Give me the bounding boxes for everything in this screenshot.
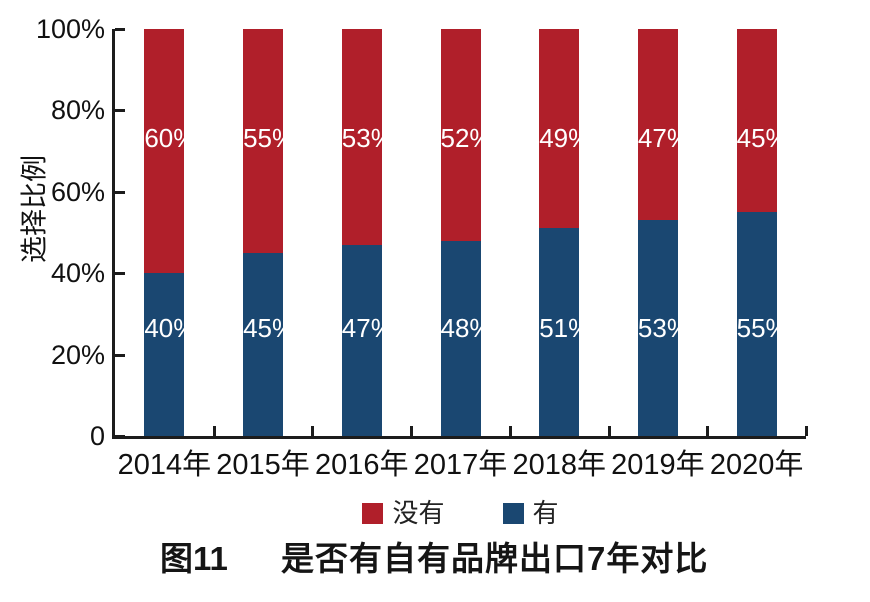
bar-label-有: 55% <box>736 313 789 343</box>
y-tick-label: 20% <box>50 339 105 370</box>
segment-没有 <box>144 29 185 274</box>
segment-有 <box>440 240 481 436</box>
plot-area: 60% 40% 55% 45% 53% 47% 52% 48% 49% 51% 47% 53% 45% 5… <box>112 28 808 439</box>
x-tick-label: 2020年 <box>709 449 804 481</box>
bar-2019年: 47% 53% <box>637 29 690 436</box>
bar-label-没有: 52% <box>440 123 493 153</box>
y-tick-mark <box>115 109 125 112</box>
segment-有 <box>144 273 185 436</box>
segment-有 <box>736 212 777 436</box>
bar-label-有: 45% <box>243 313 296 343</box>
bar-label-有: 53% <box>637 313 690 343</box>
y-tick-label: 100% <box>35 14 105 44</box>
bar-label-没有: 55% <box>243 123 296 153</box>
segment-没有 <box>243 29 284 253</box>
x-tick-label: 2016年 <box>315 449 409 481</box>
bar-label-没有: 53% <box>341 123 394 153</box>
segment-没有 <box>637 29 678 221</box>
bar-label-有: 40% <box>144 313 197 343</box>
figure-title: 是否有自有品牌出口7年对比 <box>281 540 709 577</box>
bar-2014年: 60% 40% <box>144 29 197 436</box>
y-tick-label: 40% <box>50 258 105 289</box>
x-tick-mark <box>805 426 808 436</box>
x-tick-label: 2017年 <box>413 449 508 481</box>
bar-label-没有: 49% <box>539 123 592 153</box>
bar-2018年: 49% 51% <box>539 29 592 436</box>
bar-2020年: 45% 55% <box>736 29 789 436</box>
bar-label-没有: 47% <box>637 123 690 153</box>
segment-有 <box>341 244 382 436</box>
segment-有 <box>243 252 284 436</box>
y-axis-line <box>112 29 115 439</box>
legend: 没有 有 <box>115 500 806 526</box>
x-tick-mark <box>509 426 512 436</box>
segment-没有 <box>341 29 382 245</box>
bar-label-没有: 60% <box>144 123 197 153</box>
y-tick-label: 60% <box>50 176 105 207</box>
segment-没有 <box>736 29 777 213</box>
x-tick-label: 2014年 <box>117 449 212 481</box>
bar-label-没有: 45% <box>736 123 789 153</box>
legend-item-没有: 没有 <box>362 498 445 528</box>
bar-label-有: 47% <box>341 313 394 343</box>
figure-number: 图11 <box>160 540 228 577</box>
legend-swatch-icon <box>502 502 524 524</box>
x-tick-label: 2019年 <box>611 449 705 481</box>
legend-label: 没有 <box>392 498 445 528</box>
x-tick-mark <box>410 426 413 436</box>
x-tick-mark <box>706 426 709 436</box>
x-tick-label: 2015年 <box>216 449 310 481</box>
legend-item-有: 有 <box>502 498 559 528</box>
y-tick-mark <box>115 28 125 31</box>
legend-swatch-icon <box>362 502 384 524</box>
x-tick-label: 2018年 <box>512 449 606 481</box>
bar-2016年: 53% 47% <box>341 29 394 436</box>
bar-2015年: 55% 45% <box>243 29 296 436</box>
segment-有 <box>637 220 678 436</box>
bar-2017年: 52% 48% <box>440 29 493 436</box>
x-axis-line <box>112 436 806 439</box>
x-tick-mark <box>213 426 216 436</box>
y-tick-label: 80% <box>50 95 105 126</box>
x-tick-mark <box>608 426 611 436</box>
legend-label: 有 <box>532 498 559 528</box>
bar-label-有: 51% <box>539 313 592 343</box>
figure-caption: 图11 是否有自有品牌出口7年对比 <box>0 540 870 584</box>
segment-有 <box>539 228 580 436</box>
bar-label-有: 48% <box>440 313 493 343</box>
y-tick-mark <box>115 272 125 275</box>
y-tick-mark <box>115 435 125 438</box>
segment-没有 <box>440 29 481 241</box>
y-tick-mark <box>115 191 125 194</box>
x-tick-mark <box>311 426 314 436</box>
y-tick-label: 0 <box>89 421 105 451</box>
y-tick-mark <box>115 354 125 357</box>
segment-没有 <box>539 29 580 229</box>
